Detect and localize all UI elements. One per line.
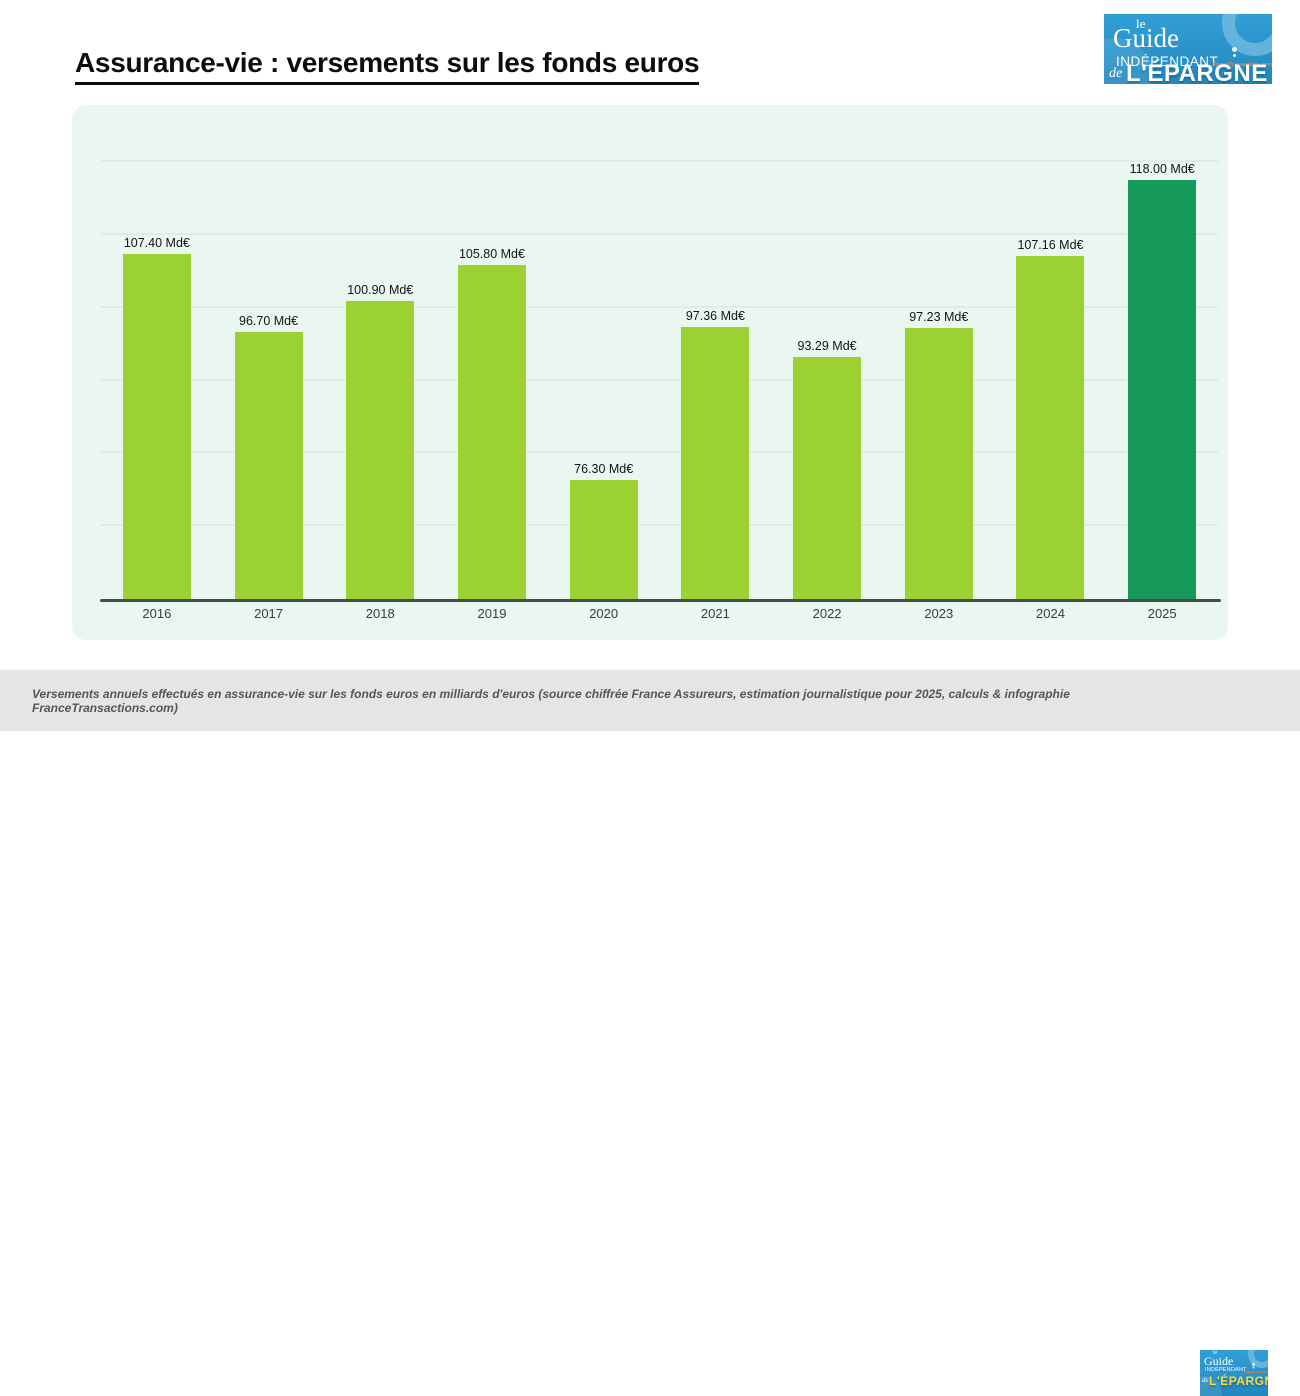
logo-ring-decoration xyxy=(1222,14,1272,56)
footer-band: Versements annuels effectués en assuranc… xyxy=(0,670,1300,1396)
bar xyxy=(1016,255,1085,599)
bar-column: 107.40 Md€ xyxy=(101,162,213,599)
bar xyxy=(122,253,191,599)
gridline xyxy=(101,232,1218,235)
bar xyxy=(569,480,638,599)
bar xyxy=(457,265,526,599)
logo-text-de: de xyxy=(1202,1376,1209,1384)
bar-column: 100.90 Md€ xyxy=(324,162,436,599)
bar-column: 76.30 Md€ xyxy=(548,162,660,599)
logo-text-guide: Guide xyxy=(1113,23,1179,53)
bar xyxy=(346,301,415,599)
footer-caption: Versements annuels effectués en assuranc… xyxy=(32,686,1070,715)
gridline xyxy=(101,524,1218,527)
bar-value-label: 107.16 Md€ xyxy=(1017,237,1084,252)
x-axis-label: 2017 xyxy=(254,606,284,621)
francetransactions-icon xyxy=(1252,1363,1255,1366)
bar-value-label: 76.30 Md€ xyxy=(574,462,634,477)
logo-text-independant: INDÉPENDANT xyxy=(1116,54,1219,69)
page-title: Assurance-vie : versements sur les fonds… xyxy=(75,47,700,85)
bar-value-label: 97.36 Md€ xyxy=(685,308,745,323)
gridline xyxy=(101,451,1218,454)
bar-value-label: 107.40 Md€ xyxy=(123,235,190,250)
x-axis-label: 2023 xyxy=(924,606,954,621)
gridline xyxy=(101,378,1218,381)
x-axis-label: 2020 xyxy=(589,606,619,621)
bar-column: 97.23 Md€ xyxy=(883,162,995,599)
bar xyxy=(793,356,862,599)
x-axis-labels: 2016 2017 2018 2019 2020 2021 2022 2023 2024 2025 xyxy=(101,606,1218,621)
bar xyxy=(1128,180,1197,599)
bar-value-label: 100.90 Md€ xyxy=(347,283,414,298)
guide-epargne-logo-small: le Guide INDÉPENDANT FranceTransactions.… xyxy=(1200,1350,1268,1396)
bar-column: 97.36 Md€ xyxy=(660,162,772,599)
x-axis-label: 2021 xyxy=(700,606,730,621)
bar-column: 96.70 Md€ xyxy=(213,162,325,599)
bar-column: 118.00 Md€ xyxy=(1106,162,1218,599)
logo-text-independant: INDÉPENDANT xyxy=(1205,1367,1247,1373)
bar xyxy=(234,331,303,599)
x-axis-line xyxy=(100,599,1221,602)
bar xyxy=(681,326,750,599)
logo-text-le: le xyxy=(1136,16,1146,31)
logo-text-epargne: L'ÉPARGNE xyxy=(1209,1374,1268,1388)
bar-value-label: 96.70 Md€ xyxy=(239,313,299,328)
gridline xyxy=(101,305,1218,308)
bar-value-label: 105.80 Md€ xyxy=(458,247,525,262)
x-axis-label: 2016 xyxy=(142,606,172,621)
plot-area: 107.40 Md€ 96.70 Md€ 100.90 Md€ 105.80 Md€ 7… xyxy=(101,160,1218,599)
bar-value-label: 118.00 Md€ xyxy=(1129,162,1195,176)
x-axis-label: 2019 xyxy=(477,606,507,621)
bar xyxy=(904,327,973,599)
bar-value-label: 97.23 Md€ xyxy=(909,309,969,324)
bar-column: 105.80 Md€ xyxy=(436,162,548,599)
francetransactions-icon xyxy=(1232,47,1237,52)
x-axis-label: 2024 xyxy=(1036,606,1065,621)
x-axis-label: 2022 xyxy=(812,606,842,621)
logo-text-francetransactions: FranceTransactions.com xyxy=(1213,62,1272,68)
guide-epargne-logo: le Guide INDÉPENDANT FranceTransactions.… xyxy=(1104,14,1272,84)
x-axis-label: 2025 xyxy=(1147,606,1177,621)
bar-column: 107.16 Md€ xyxy=(995,162,1107,599)
chart-panel: 107.40 Md€ 96.70 Md€ 100.90 Md€ 105.80 Md€ 7… xyxy=(72,105,1228,640)
bar-value-label: 93.29 Md€ xyxy=(797,338,857,353)
logo-text-de: de xyxy=(1109,66,1123,81)
x-axis-label: 2018 xyxy=(365,606,395,621)
logo-text-epargne: L'ÉPARGNE xyxy=(1126,60,1268,84)
bars-row: 107.40 Md€ 96.70 Md€ 100.90 Md€ 105.80 Md€ 7… xyxy=(101,162,1218,599)
gridline xyxy=(101,160,1218,162)
bar-column: 93.29 Md€ xyxy=(771,162,883,599)
logo-ring-decoration xyxy=(1248,1350,1268,1368)
